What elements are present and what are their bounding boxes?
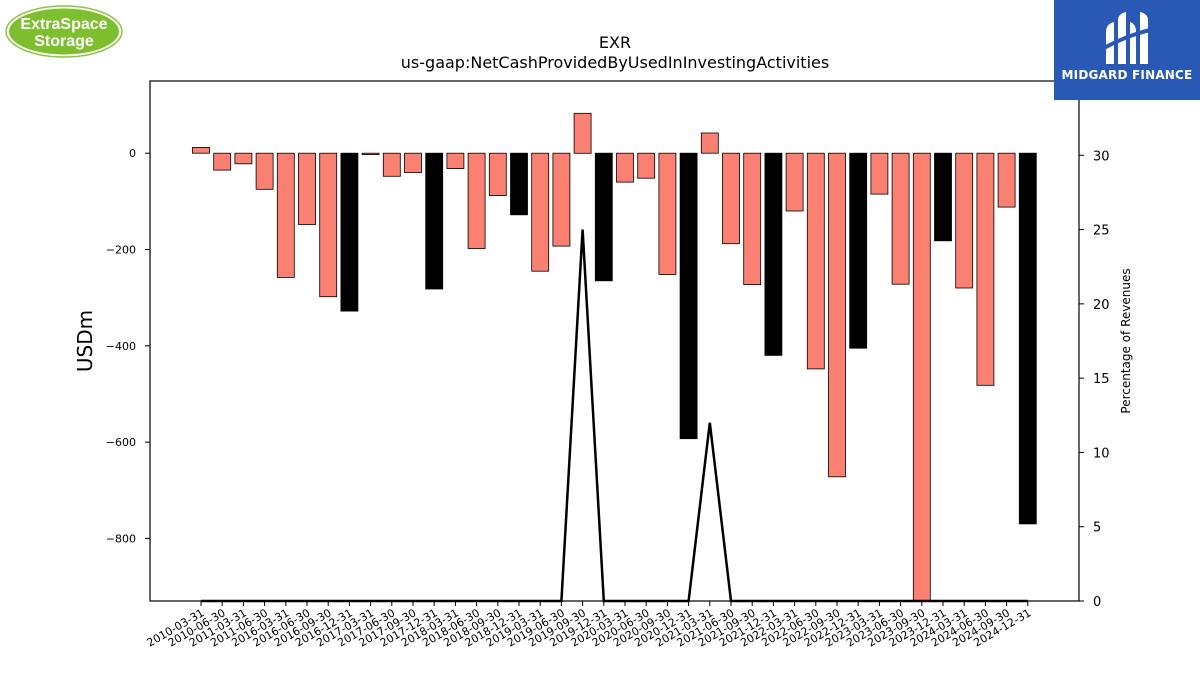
bar-2016-09-30 xyxy=(319,152,338,298)
bar-2017-06-30 xyxy=(382,152,401,177)
chart-title: EXR xyxy=(599,33,631,52)
logo-line-1: ExtraSpace xyxy=(20,16,107,33)
right-y-tick-label: 25 xyxy=(1093,224,1110,239)
bar-2020-03-31 xyxy=(616,152,634,183)
midgard-emblem-icon xyxy=(1103,12,1151,64)
y-tick-label: −800 xyxy=(106,532,136,545)
bar-2010-06-30 xyxy=(213,152,232,171)
bar-2021-06-30 xyxy=(722,152,740,245)
bar-2024-12-31 xyxy=(1018,152,1037,525)
bar-2022-12-31 xyxy=(849,152,868,349)
right-y-tick-label: 20 xyxy=(1093,298,1110,313)
right-y-tick-label: 30 xyxy=(1093,149,1110,164)
bar-2022-09-30 xyxy=(828,152,846,478)
bar-2019-03-31 xyxy=(531,152,550,272)
y-tick-label: −200 xyxy=(106,244,136,257)
y-axis-label: USDm xyxy=(73,310,97,372)
midgard-finance-text: MIDGARD FINANCE xyxy=(1061,68,1193,82)
bar-2022-06-30 xyxy=(806,152,825,370)
bar-2017-09-30 xyxy=(404,152,422,173)
midgard-finance-logo: MIDGARD FINANCE xyxy=(1054,0,1200,100)
right-y-tick-label: 0 xyxy=(1093,595,1101,610)
y-tick-label: −600 xyxy=(106,436,136,449)
bar-2023-06-30 xyxy=(891,152,910,285)
bar-2011-06-30 xyxy=(255,152,274,190)
y-tick-label: −400 xyxy=(106,340,136,353)
right-y-tick-label: 5 xyxy=(1093,521,1101,536)
bar-2021-12-31 xyxy=(764,152,783,356)
bar-2019-09-30 xyxy=(573,112,592,154)
plot-frame xyxy=(149,80,1080,602)
chart-subtitle: us-gaap:NetCashProvidedByUsedInInvesting… xyxy=(401,53,829,72)
bar-2020-12-31 xyxy=(679,152,698,440)
bar-2018-03-31 xyxy=(446,152,465,169)
bar-2016-06-30 xyxy=(298,152,316,225)
bar-2023-12-31 xyxy=(934,152,952,242)
bar-2019-12-31 xyxy=(594,152,613,282)
bar-series xyxy=(192,112,1037,602)
extraspace-storage-logo: ExtraSpace Storage xyxy=(5,5,123,58)
bar-2017-12-31 xyxy=(425,152,444,290)
bar-2018-09-30 xyxy=(488,152,507,196)
right-y-tick-label: 10 xyxy=(1093,446,1110,461)
right-axis-ticks: 0 5 10 15 20 25 30 xyxy=(1079,149,1110,610)
bar-2019-06-30 xyxy=(552,152,571,247)
bar-2018-12-31 xyxy=(510,152,528,216)
logo-line-2: Storage xyxy=(34,33,94,50)
bar-2024-06-30 xyxy=(976,152,995,386)
bar-2024-09-30 xyxy=(997,152,1016,208)
bar-2016-12-31 xyxy=(340,152,359,312)
right-y-axis-label: Percentage of Revenues xyxy=(1119,268,1133,413)
bar-2022-03-31 xyxy=(785,152,804,212)
bar-2011-03-31 xyxy=(234,152,253,165)
bar-2020-06-30 xyxy=(637,152,656,179)
bar-2021-09-30 xyxy=(743,152,762,285)
bar-2017-03-31 xyxy=(361,152,380,155)
y-tick-label: 0 xyxy=(129,147,136,160)
left-axis-ticks: 0 −200 −400 −600 −800 xyxy=(106,147,150,545)
bar-2016-03-31 xyxy=(276,152,295,278)
bar-2023-03-31 xyxy=(870,152,889,195)
bar-2023-09-30 xyxy=(912,152,931,602)
right-y-tick-label: 15 xyxy=(1093,372,1110,387)
bar-2021-03-31 xyxy=(700,132,719,154)
x-axis-ticks: 2010-03-312010-06-302011-03-312011-06-30… xyxy=(145,601,1033,650)
bar-2010-03-31 xyxy=(192,146,210,154)
bar-2020-09-30 xyxy=(658,152,677,275)
bar-2024-03-31 xyxy=(955,152,974,289)
bar-2018-06-30 xyxy=(467,152,486,249)
